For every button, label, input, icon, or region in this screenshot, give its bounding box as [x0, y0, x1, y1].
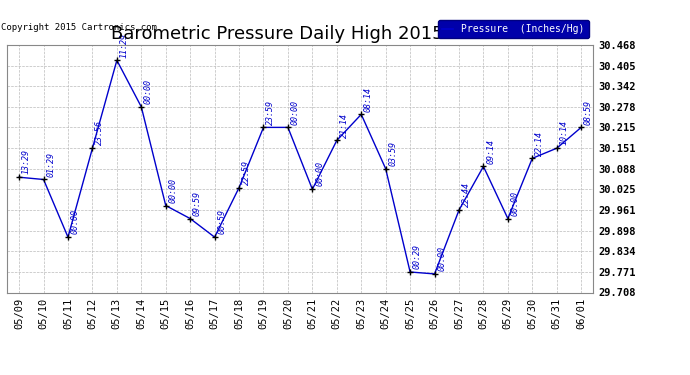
Text: 08:59: 08:59: [584, 100, 593, 124]
Legend: Pressure  (Inches/Hg): Pressure (Inches/Hg): [438, 20, 589, 38]
Text: 00:00: 00:00: [437, 246, 446, 271]
Text: 00:00: 00:00: [168, 178, 177, 203]
Text: 09:14: 09:14: [486, 139, 495, 164]
Text: 00:29: 00:29: [413, 244, 422, 269]
Text: 23:59: 23:59: [266, 100, 275, 124]
Text: 00:00: 00:00: [315, 162, 324, 186]
Text: Copyright 2015 Cartronics.com: Copyright 2015 Cartronics.com: [1, 23, 157, 32]
Text: 00:59: 00:59: [217, 209, 226, 234]
Text: 00:00: 00:00: [511, 191, 520, 216]
Text: 23:56: 23:56: [95, 120, 104, 146]
Text: 00:00: 00:00: [290, 100, 299, 124]
Title: Barometric Pressure Daily High 20150602: Barometric Pressure Daily High 20150602: [111, 26, 489, 44]
Text: 01:29: 01:29: [46, 152, 55, 177]
Text: 22:44: 22:44: [462, 182, 471, 207]
Text: 03:59: 03:59: [388, 141, 397, 166]
Text: 08:14: 08:14: [364, 87, 373, 112]
Text: 09:59: 09:59: [193, 191, 202, 216]
Text: 22:14: 22:14: [535, 130, 544, 156]
Text: 00:00: 00:00: [71, 209, 80, 234]
Text: 13:29: 13:29: [22, 150, 31, 174]
Text: 10:14: 10:14: [560, 120, 569, 146]
Text: 00:00: 00:00: [144, 79, 153, 104]
Text: 21:14: 21:14: [339, 112, 348, 138]
Text: 22:59: 22:59: [241, 160, 251, 185]
Text: 11:29: 11:29: [119, 33, 128, 57]
